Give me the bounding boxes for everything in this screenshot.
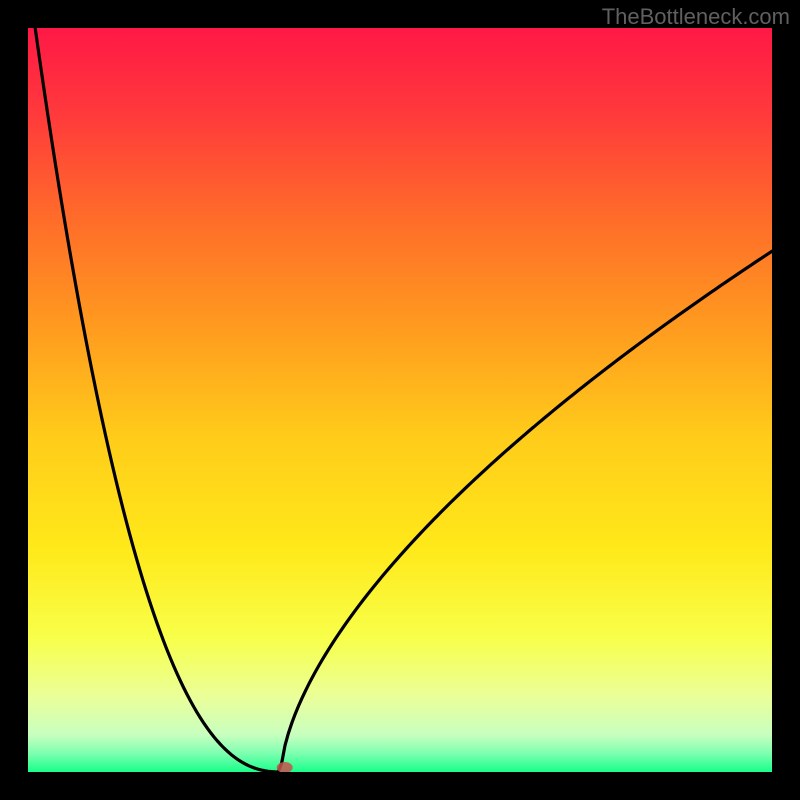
watermark-text: TheBottleneck.com [602, 4, 790, 30]
plot-area [28, 28, 772, 772]
curve-layer [28, 28, 772, 772]
bottleneck-curve [28, 28, 772, 772]
minimum-marker [277, 762, 293, 772]
